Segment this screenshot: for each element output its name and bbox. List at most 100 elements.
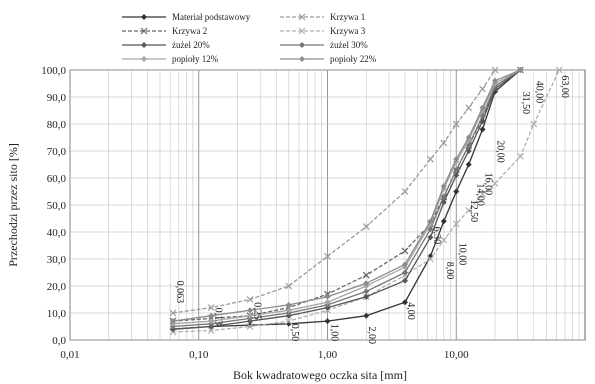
data-point [324, 318, 331, 325]
data-point [208, 312, 215, 319]
data-point [363, 293, 370, 300]
legend-item: Krzywa 1 [280, 12, 365, 22]
x-axis-title: Bok kwadratowego oczka sita [mm] [233, 368, 407, 382]
data-point [402, 269, 409, 276]
sieve-label: 6,30 [431, 227, 442, 245]
legend-label: popioły 12% [172, 54, 219, 64]
data-point [479, 126, 486, 133]
series [169, 67, 524, 325]
data-point [492, 77, 499, 84]
data-point [169, 309, 177, 317]
data-point-stroke [479, 85, 486, 93]
data-point-stroke [479, 190, 486, 198]
horizontal-gridlines [70, 69, 585, 341]
data-point [440, 236, 448, 244]
sieve-label: 12,50 [468, 200, 479, 223]
legend-item: Krzywa 2 [122, 26, 207, 36]
data-point-stroke [140, 27, 148, 35]
data-point [440, 218, 447, 225]
data-point [517, 67, 524, 73]
data-point [453, 188, 460, 195]
data-point [141, 14, 147, 20]
data-point [479, 104, 486, 111]
sieve-label: 0,25 [251, 302, 262, 320]
sieve-label: 0,50 [289, 324, 300, 342]
data-point [363, 280, 370, 287]
legend-item: Materiał podstawowy [122, 12, 251, 22]
data-point [426, 155, 434, 163]
legend-item: żużel 30% [280, 40, 368, 50]
data-point-stroke [452, 220, 460, 228]
data-point-stroke [285, 317, 293, 325]
series-layer [169, 66, 563, 336]
data-point [324, 293, 331, 300]
sieve-label: 31,50 [520, 92, 531, 115]
sieve-label: 0,13 [213, 308, 224, 326]
data-point-stroke [555, 66, 563, 74]
data-point-stroke [298, 13, 306, 21]
sieve-label: 40,00 [533, 81, 544, 104]
series-line [172, 69, 521, 325]
data-point [285, 301, 292, 308]
data-point [491, 66, 499, 74]
data-point-stroke [491, 179, 499, 187]
y-tick-label: 30,0 [47, 254, 67, 266]
data-point [427, 218, 434, 225]
sieve-label: 10,00 [457, 243, 468, 265]
data-point [465, 161, 472, 168]
data-point [207, 304, 215, 312]
data-point-stroke [491, 66, 499, 74]
data-point [465, 104, 473, 112]
data-point [440, 193, 447, 200]
data-point [363, 312, 370, 319]
data-point [285, 307, 292, 314]
data-point-stroke [401, 247, 409, 255]
data-point-stroke [465, 104, 473, 112]
data-point-stroke [362, 271, 370, 279]
data-point [169, 318, 176, 325]
sieve-label: 1,00 [328, 324, 339, 342]
y-tick-label: 90,0 [47, 92, 67, 104]
data-point [362, 271, 370, 279]
data-point [298, 27, 306, 35]
data-point-stroke [324, 252, 331, 260]
data-point-stroke [452, 120, 460, 128]
x-axis-ticks: 0,01 0,10 1,00 10,00 [60, 349, 469, 361]
data-point [140, 27, 148, 35]
data-point-stroke [207, 327, 215, 334]
y-axis-ticks: 0,0 10,0 20,0 30,0 40,0 50,0 60,0 70,0 80,0 90,0 1… [41, 65, 66, 347]
data-point [298, 13, 306, 21]
data-point [427, 234, 434, 241]
data-point [530, 120, 538, 128]
legend-label: Krzywa 3 [330, 26, 366, 36]
data-point [440, 183, 447, 190]
data-point [402, 261, 409, 268]
data-point [479, 190, 486, 198]
legend-label: popioły 22% [330, 54, 377, 64]
data-point [465, 206, 473, 214]
sieve-label: 0,063 [174, 281, 185, 304]
data-point [401, 188, 409, 195]
series-line [172, 69, 521, 330]
data-point [246, 323, 254, 330]
data-point [401, 247, 409, 255]
data-point [141, 42, 147, 48]
data-point [452, 220, 460, 228]
data-point [246, 307, 253, 314]
data-point-stroke [426, 255, 434, 263]
y-tick-label: 10,0 [47, 308, 67, 320]
data-point [324, 252, 331, 260]
data-point [207, 327, 215, 334]
legend-label: Krzywa 2 [172, 26, 207, 36]
data-point-stroke [246, 323, 254, 330]
sieve-label: 4,00 [405, 302, 416, 320]
series-line [172, 69, 521, 322]
x-tick-label: 0,01 [60, 349, 79, 361]
data-point [465, 134, 472, 141]
data-point-stroke [207, 304, 215, 312]
legend-item: popioły 22% [280, 54, 377, 64]
y-tick-label: 70,0 [47, 146, 67, 158]
data-point [324, 299, 331, 306]
data-point [440, 139, 448, 147]
sieve-label: 14,00 [474, 183, 485, 206]
